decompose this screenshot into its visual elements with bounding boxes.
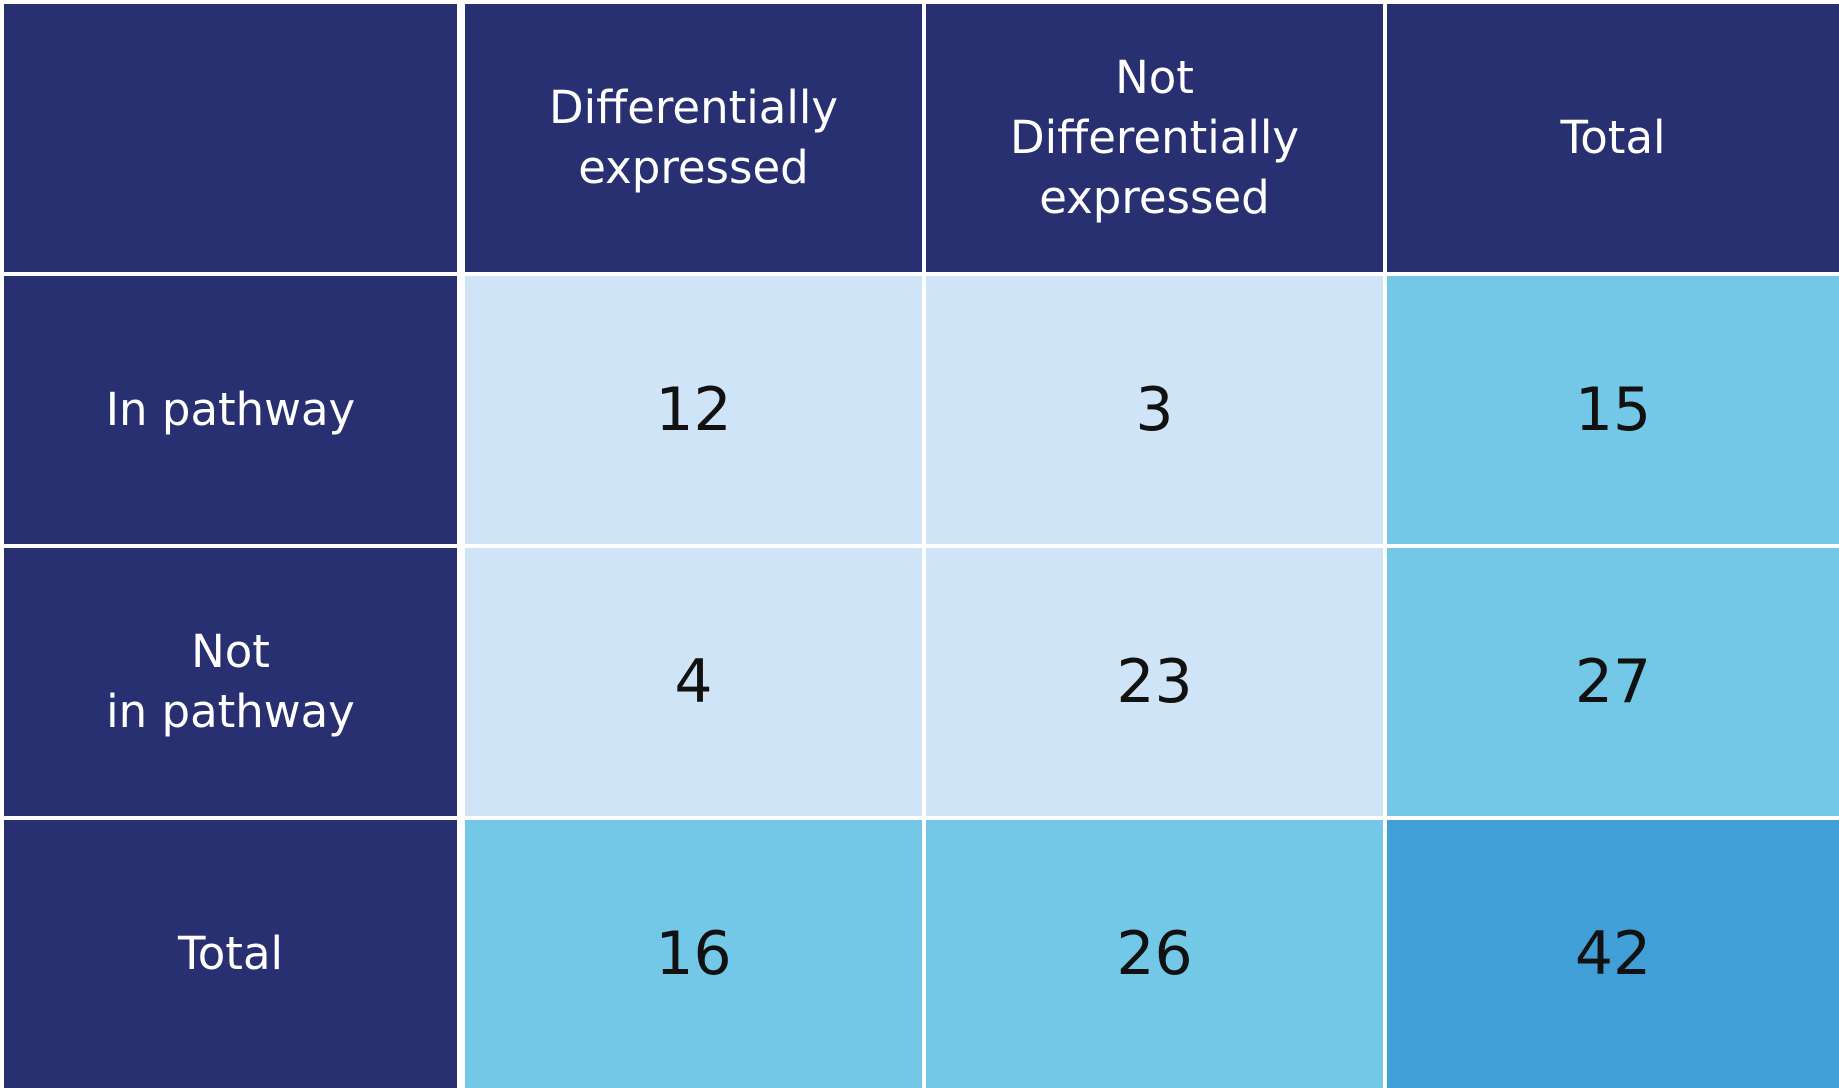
table-cell: 3 (922, 272, 1383, 544)
cell-value: 42 (1574, 919, 1652, 989)
row-total-cell: 27 (1383, 544, 1839, 816)
column-header-differentially-expressed: Differentially expressed (461, 0, 922, 272)
column-header-label: Not Differentially expressed (1010, 51, 1299, 224)
cell-value: 23 (1116, 647, 1193, 717)
grand-total-cell: 42 (1383, 816, 1839, 1088)
cell-value: 26 (1116, 919, 1193, 989)
row-header-label: Not in pathway (106, 625, 355, 738)
cell-value: 4 (674, 647, 713, 717)
column-total-cell: 26 (922, 816, 1383, 1088)
cell-value: 27 (1574, 647, 1652, 717)
row-header-in-pathway: In pathway (0, 272, 461, 544)
table-cell: 12 (461, 272, 922, 544)
row-header-label: Total (177, 927, 284, 980)
column-header-total: Total (1383, 0, 1839, 272)
table-cell: 4 (461, 544, 922, 816)
cell-value: 16 (655, 919, 732, 989)
row-header-label: In pathway (105, 383, 356, 436)
cell-value: 12 (655, 375, 732, 445)
cell-value: 15 (1574, 375, 1652, 445)
column-header-label: Differentially expressed (549, 81, 838, 194)
corner-cell (0, 0, 461, 272)
column-header-label: Total (1560, 111, 1666, 164)
table-cell: 23 (922, 544, 1383, 816)
column-header-not-differentially-expressed: Not Differentially expressed (922, 0, 1383, 272)
row-total-cell: 15 (1383, 272, 1839, 544)
row-header-not-in-pathway: Not in pathway (0, 544, 461, 816)
column-total-cell: 16 (461, 816, 922, 1088)
row-header-total: Total (0, 816, 461, 1088)
cell-value: 3 (1135, 375, 1174, 445)
